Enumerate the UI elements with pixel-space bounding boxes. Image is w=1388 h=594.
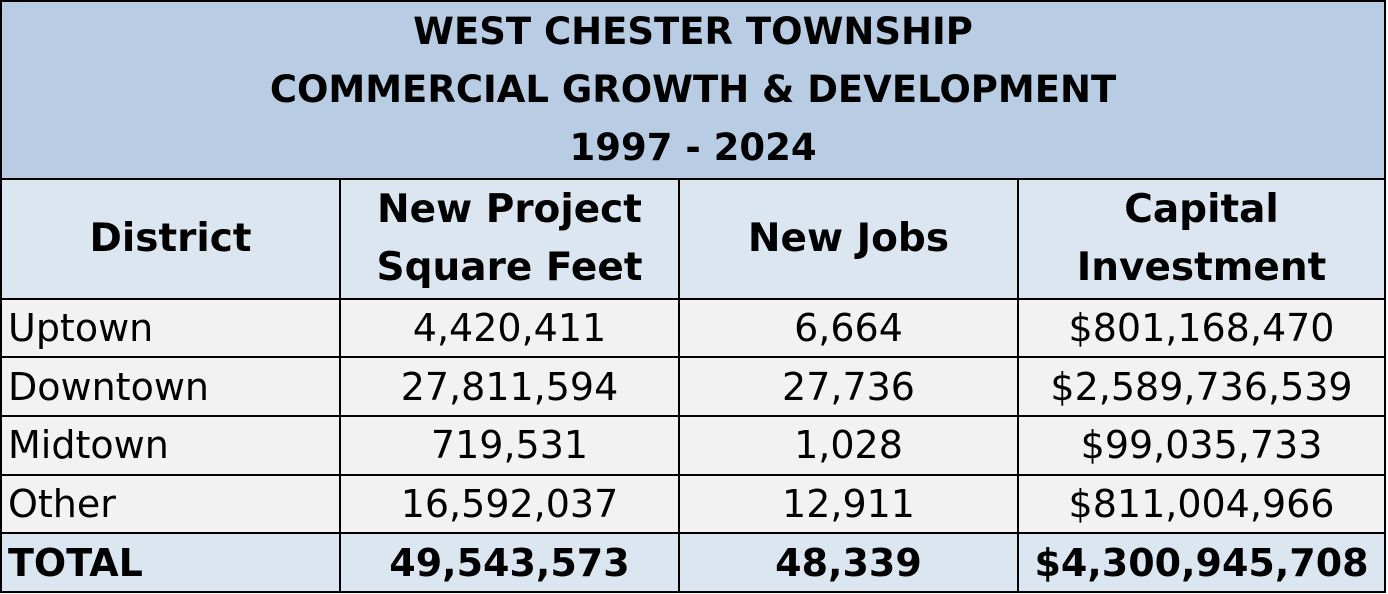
table-row-total: TOTAL 49,543,573 48,339 $4,300,945,708 <box>2 532 1385 591</box>
total-label-cell: TOTAL <box>2 532 341 591</box>
header-row: District New Project Square Feet New Job… <box>2 178 1385 300</box>
header-investment: Capital Investment <box>1016 178 1385 300</box>
header-investment-line-2: Investment <box>1076 244 1327 290</box>
jobs-cell: 1,028 <box>678 414 1019 476</box>
total-investment-cell: $4,300,945,708 <box>1016 532 1385 591</box>
title-row: WEST CHESTER TOWNSHIP COMMERCIAL GROWTH … <box>2 2 1385 181</box>
header-square-feet-line-2: Square Feet <box>376 244 643 290</box>
square-feet-cell: 4,420,411 <box>339 297 680 359</box>
header-square-feet: New Project Square Feet <box>339 178 680 300</box>
table-row-midtown: Midtown 719,531 1,028 $99,035,733 <box>2 414 1385 476</box>
jobs-cell: 12,911 <box>678 473 1019 535</box>
title-line-1: WEST CHESTER TOWNSHIP <box>413 10 973 54</box>
district-cell: Other <box>2 473 341 535</box>
title-line-2: COMMERCIAL GROWTH & DEVELOPMENT <box>269 68 1117 112</box>
table-title: WEST CHESTER TOWNSHIP COMMERCIAL GROWTH … <box>2 2 1385 181</box>
investment-cell: $811,004,966 <box>1016 473 1385 535</box>
district-cell: Midtown <box>2 414 341 476</box>
table-row-downtown: Downtown 27,811,594 27,736 $2,589,736,53… <box>2 356 1385 417</box>
header-jobs: New Jobs <box>678 178 1019 300</box>
jobs-cell: 27,736 <box>678 356 1019 417</box>
total-jobs-cell: 48,339 <box>678 532 1019 591</box>
header-square-feet-line-1: New Project <box>377 186 642 232</box>
district-cell: Downtown <box>2 356 341 417</box>
jobs-cell: 6,664 <box>678 297 1019 359</box>
square-feet-cell: 27,811,594 <box>339 356 680 417</box>
header-district: District <box>2 178 341 300</box>
square-feet-cell: 16,592,037 <box>339 473 680 535</box>
table-row-uptown: Uptown 4,420,411 6,664 $801,168,470 <box>2 297 1385 359</box>
table-row-other: Other 16,592,037 12,911 $811,004,966 <box>2 473 1385 535</box>
header-investment-line-1: Capital <box>1124 186 1279 232</box>
investment-cell: $2,589,736,539 <box>1016 356 1385 417</box>
investment-cell: $801,168,470 <box>1016 297 1385 359</box>
investment-cell: $99,035,733 <box>1016 414 1385 476</box>
district-cell: Uptown <box>2 297 341 359</box>
header-jobs-label: New Jobs <box>747 215 950 261</box>
title-line-3: 1997 - 2024 <box>569 126 817 170</box>
total-square-feet-cell: 49,543,573 <box>339 532 680 591</box>
header-district-label: District <box>89 215 252 261</box>
square-feet-cell: 719,531 <box>339 414 680 476</box>
